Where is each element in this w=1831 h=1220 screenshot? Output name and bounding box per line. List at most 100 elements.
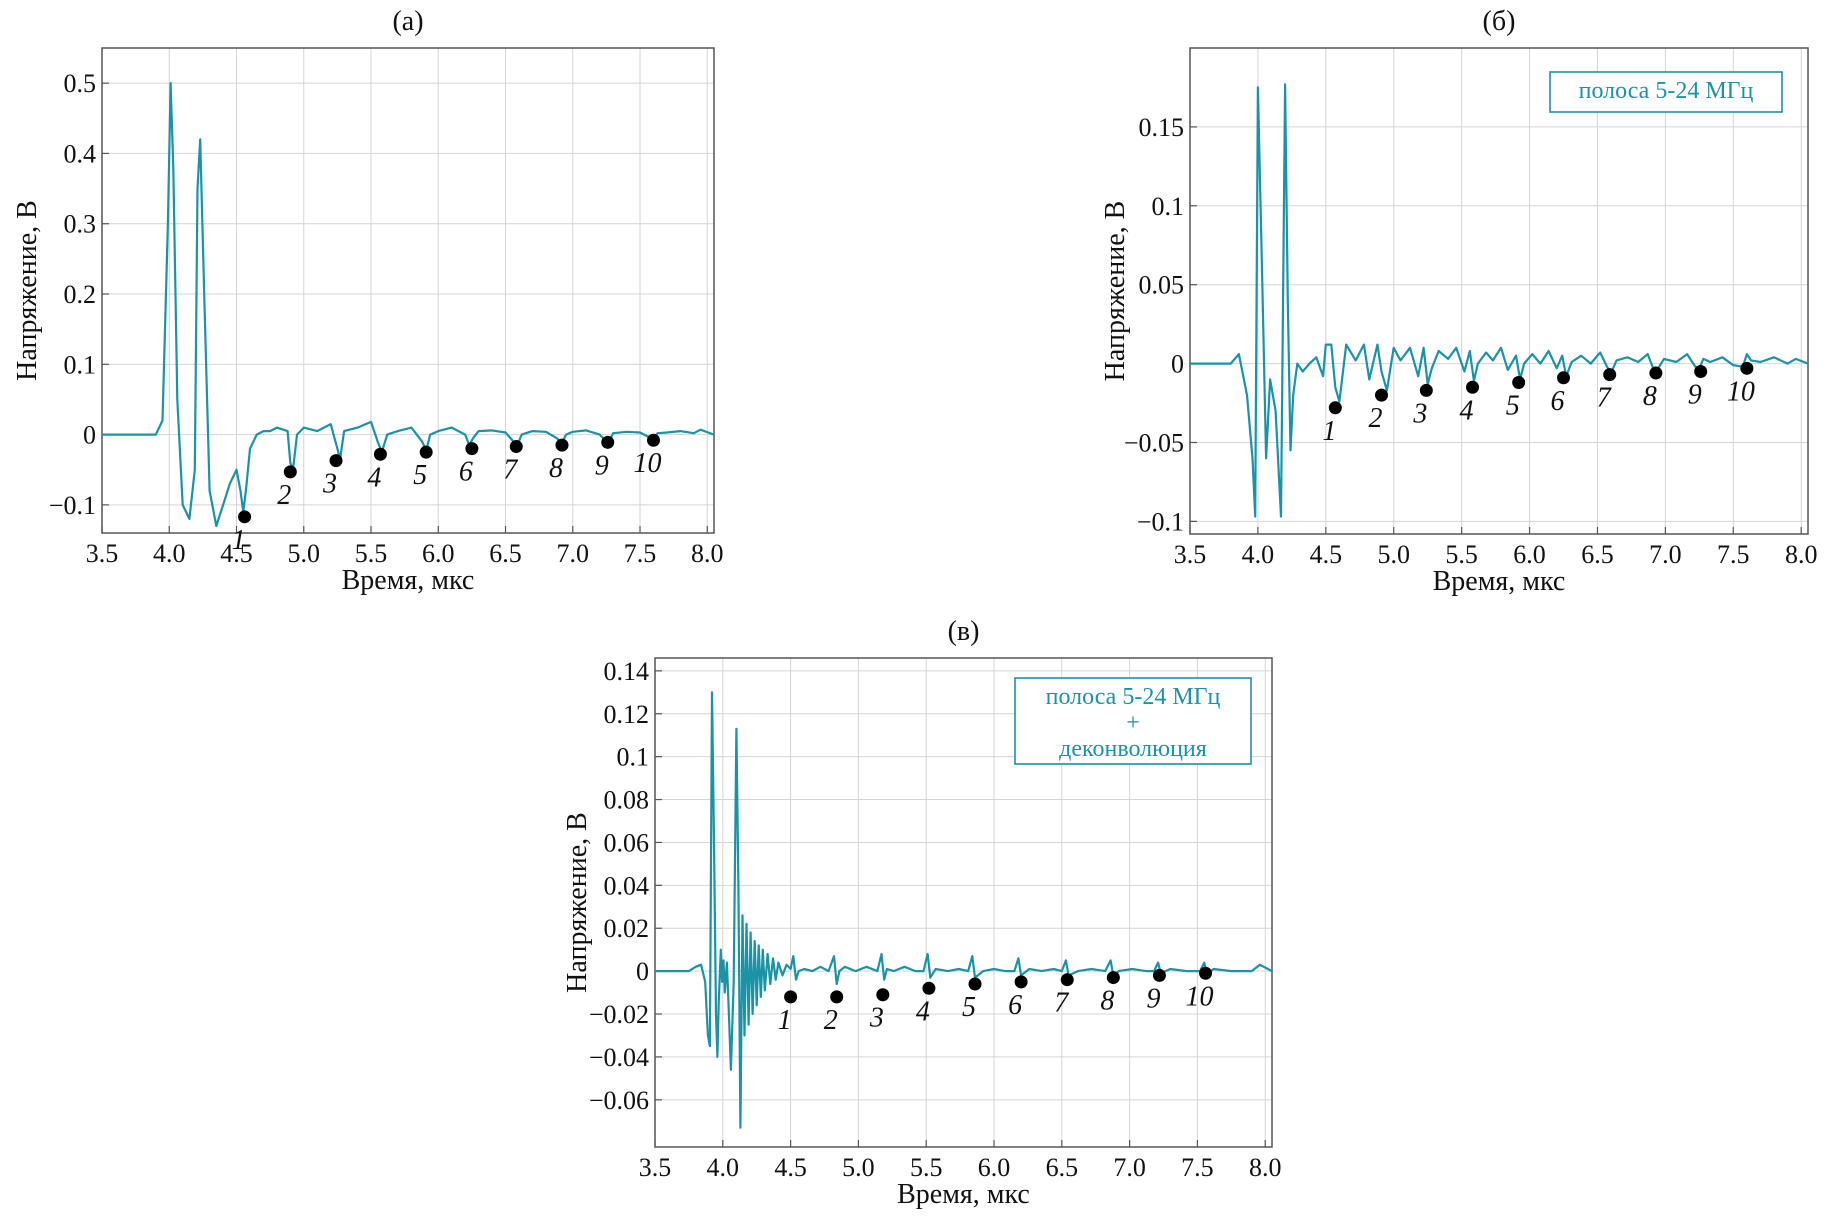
panel-a-marker-10 xyxy=(646,433,660,447)
panel-b-marker-label-9: 9 xyxy=(1688,379,1702,410)
panel-a-marker-7 xyxy=(509,440,523,454)
panel-c-ytick-label: 0.12 xyxy=(604,700,650,729)
panel-a-marker-label-3: 3 xyxy=(322,469,337,500)
panel-a-marker-1 xyxy=(238,510,252,524)
panel-c-ytick-label: 0 xyxy=(636,957,649,986)
panel-b-marker-label-1: 1 xyxy=(1322,416,1336,447)
panel-b-title: (б) xyxy=(1483,6,1516,37)
panel-a-marker-label-1: 1 xyxy=(232,525,246,556)
panel-a-xtick-label: 5.5 xyxy=(355,539,388,568)
panel-b-ytick-label: −0.05 xyxy=(1124,428,1184,457)
panel-c-marker-label-7: 7 xyxy=(1054,988,1069,1019)
panel-b-xtick-label: 6.0 xyxy=(1513,540,1546,569)
panel-c-marker-8 xyxy=(1106,971,1120,985)
panel-c-xtick-label: 4.5 xyxy=(774,1153,807,1182)
panel-c-xtick-label: 6.0 xyxy=(978,1153,1011,1182)
panel-b-ytick-label: 0.15 xyxy=(1139,113,1185,142)
panel-a-xtick-label: 7.5 xyxy=(624,539,657,568)
panel-a-ytick-label: 0 xyxy=(83,421,96,450)
panel-a-xtick-label: 8.0 xyxy=(691,539,724,568)
panel-a-ytick-label: 0.5 xyxy=(64,69,97,98)
panel-b-legend-text: полоса 5-24 МГц xyxy=(1579,78,1754,104)
panel-b-legend-box xyxy=(1549,71,1783,113)
panel-b-ytick-label: 0 xyxy=(1171,350,1184,379)
panel-a-marker-2 xyxy=(283,465,297,479)
panel-c-series-line xyxy=(655,691,1273,1129)
panel-a-ytick-label: −0.1 xyxy=(49,491,96,520)
panel-c-xtick-label: 8.0 xyxy=(1249,1153,1282,1182)
panel-a-marker-8 xyxy=(555,438,569,452)
panel-b-xtick-label: 4.5 xyxy=(1310,540,1343,569)
chart-panel-b: 3.5 4.0 4.5 5.0 5.5 6.0 6.5 7.0 7.5 8.0 −0.1 −0.05 0… xyxy=(1100,6,1817,597)
panel-c-ytick-label: 0.04 xyxy=(604,871,650,900)
panel-a-xtick-label: 5.0 xyxy=(288,539,321,568)
panel-c-xlabel: Время, мкс xyxy=(897,1179,1030,1210)
panel-b-marker-9 xyxy=(1694,364,1708,378)
panel-a-ytick-label: 0.4 xyxy=(64,139,97,168)
panel-b-marker-label-5: 5 xyxy=(1506,391,1520,422)
panel-b-marker-label-3: 3 xyxy=(1412,398,1427,429)
panel-a-grid xyxy=(102,48,714,533)
panel-c-ylabel: Напряжение, В xyxy=(562,812,593,993)
panel-b-xtick-label: 6.5 xyxy=(1581,540,1614,569)
panel-b-marker-label-7: 7 xyxy=(1597,383,1612,414)
panel-c-marker-label-2: 2 xyxy=(824,1005,838,1036)
panel-c-marker-5 xyxy=(968,977,982,991)
panel-b-xtick-label: 4.0 xyxy=(1242,540,1275,569)
panel-c-legend-line: + xyxy=(1126,710,1140,736)
panel-a-xlabel: Время, мкс xyxy=(342,565,475,596)
panel-b-xtick-label: 3.5 xyxy=(1174,540,1207,569)
panel-c-marker-label-6: 6 xyxy=(1008,990,1022,1021)
panel-b-xtick-label: 5.0 xyxy=(1377,540,1410,569)
panel-a-marker-label-5: 5 xyxy=(413,460,427,491)
panel-c-ytick-label: 0.1 xyxy=(617,743,650,772)
panel-c-marker-7 xyxy=(1060,973,1074,987)
panel-b-marker-label-6: 6 xyxy=(1551,386,1565,417)
panel-a-ytick-label: 0.3 xyxy=(64,210,97,239)
panel-c-marker-label-4: 4 xyxy=(916,996,930,1027)
panel-b-xlabel: Время, мкс xyxy=(1433,566,1566,597)
panel-b-ylabel: Напряжение, В xyxy=(1100,201,1131,382)
panel-b-ytick-label: 0.05 xyxy=(1139,271,1185,300)
panel-a-ylabel: Напряжение, В xyxy=(12,200,43,381)
panel-b-marker-5 xyxy=(1512,376,1526,390)
panel-b-xtick-label: 7.5 xyxy=(1717,540,1750,569)
panel-b-xtick-label: 8.0 xyxy=(1785,540,1818,569)
panel-c-xtick-label: 6.5 xyxy=(1046,1153,1079,1182)
panel-b-legend-line: полоса 5-24 МГц xyxy=(1579,78,1754,104)
panel-c-xtick-label: 7.5 xyxy=(1181,1153,1214,1182)
panel-b-xtick-label: 7.0 xyxy=(1649,540,1682,569)
panel-a-marker-4 xyxy=(373,447,387,461)
panel-b-frame xyxy=(1189,47,1809,535)
panel-c-marker-label-3: 3 xyxy=(869,1003,884,1034)
panel-a-xtick-label: 6.5 xyxy=(489,539,522,568)
panel-a-xtick-label: 4.0 xyxy=(153,539,186,568)
panel-c-xtick-label: 5.0 xyxy=(842,1153,875,1182)
panel-c-legend-line: полоса 5-24 МГц xyxy=(1046,684,1221,710)
panel-a-marker-3 xyxy=(329,454,343,468)
panel-c-marker-4 xyxy=(922,981,936,995)
panel-c-marker-10 xyxy=(1199,966,1213,980)
panel-c-ytick-label: 0.14 xyxy=(604,657,650,686)
panel-c-marker-2 xyxy=(830,990,844,1004)
panel-c-legend-text: полоса 5-24 МГц + деконволюция xyxy=(1046,684,1221,762)
chart-panel-a: 3.5 4.0 4.5 5.0 5.5 6.0 6.5 7.0 7.5 8.0 −0.1 0 0.1 0.… xyxy=(12,6,724,596)
panel-a-marker-label-7: 7 xyxy=(503,455,518,486)
panel-c-xtick-label: 5.5 xyxy=(910,1153,943,1182)
panel-a-frame xyxy=(101,47,715,534)
chart-panel-c: 3.5 4.0 4.5 5.0 5.5 6.0 6.5 7.0 7.5 8.0 −0.06 −0.04… xyxy=(562,616,1281,1210)
panel-c-ytick-label: −0.04 xyxy=(589,1043,649,1072)
panel-b-ytick-label: 0.1 xyxy=(1152,192,1185,221)
panel-c-frame xyxy=(654,657,1273,1148)
panel-c-title: (в) xyxy=(948,616,980,647)
panel-b-marker-1 xyxy=(1328,401,1342,415)
panel-b-marker-4 xyxy=(1466,380,1480,394)
panel-a-xtick-label: 6.0 xyxy=(422,539,455,568)
panel-a-marker-9 xyxy=(601,435,615,449)
panel-b-marker-label-10: 10 xyxy=(1727,376,1755,407)
panel-a-marker-label-6: 6 xyxy=(459,457,473,488)
panel-a-title: (а) xyxy=(392,6,423,37)
panel-c-marker-label-8: 8 xyxy=(1100,986,1114,1017)
panel-c-xtick-label: 3.5 xyxy=(639,1153,672,1182)
